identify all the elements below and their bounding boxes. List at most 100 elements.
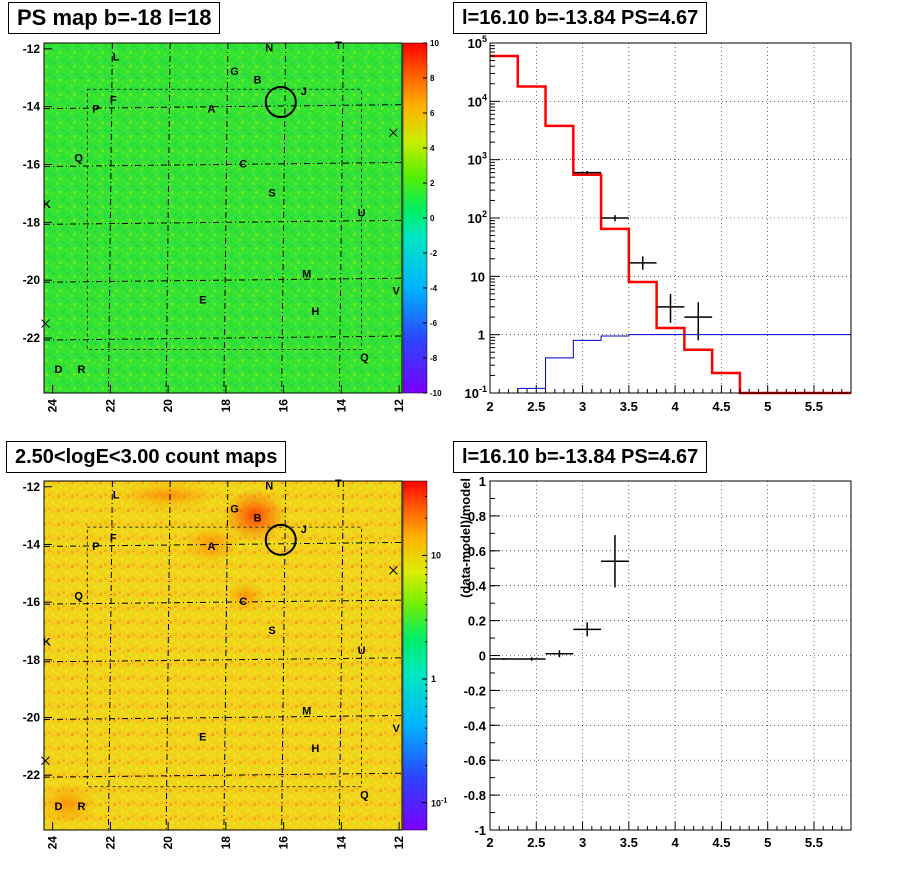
x-tick-label: 22 [103,399,117,413]
source-label: H [311,743,319,755]
map-background [44,43,402,393]
x-tick-label: 5 [764,835,771,850]
map-grid-meridian [281,480,287,831]
x-tick-label: 2 [486,835,493,850]
y-tick-label: -0.4 [464,718,487,733]
y-tick-label: -16 [23,595,41,609]
count-map-title: 2.50<logE<3.00 count maps [6,441,287,473]
source-label: S [268,625,275,637]
source-label: A [207,541,215,553]
count-map-panel: N T L G B J FP A Q C S U K M V E H Q D R -12 -14 -16 -18 -20 -22 2… [23,478,448,850]
y-tick-label: -1 [474,823,486,838]
source-label: Q [74,153,83,165]
y-tick-label: -0.8 [464,788,486,803]
colorbar-tick-label: -4 [430,284,438,293]
x-tick-label: 5.5 [805,835,823,850]
model-step-line [490,54,851,395]
y-tick-label: -14 [23,100,41,114]
y-tick-label: 0 [479,649,486,664]
map-grid-meridian [107,480,113,831]
spectrum-title: l=16.10 b=-13.84 PS=4.67 [453,2,708,34]
y-tick-label: 102 [468,209,487,226]
source-label: R [78,801,86,813]
source-label: D [54,364,62,376]
source-label: U [358,208,366,220]
source-label: J [301,524,307,536]
source-label: T [335,478,342,490]
y-tick-label: 103 [468,151,487,168]
colorbar-tick-label: 10-1 [431,798,447,809]
y-tick-label: -16 [23,157,41,171]
source-label: L [113,489,120,501]
source-label: N [265,43,273,55]
x-tick-label: 18 [219,399,233,413]
source-label: G [230,66,239,78]
x-marker [41,756,50,766]
source-label: Q [74,590,83,602]
map-grid-meridian [165,480,171,831]
source-label: J [301,86,307,98]
x-tick-label: 22 [103,836,117,850]
map-frame [43,480,403,831]
source-label: M [302,268,311,280]
map-grid-meridian [165,42,171,394]
roi-box [86,526,362,788]
source-label: B [254,74,262,86]
y-tick-label: 104 [468,92,487,109]
source-label: L [113,51,120,63]
colorbar-tick-label: 4 [430,144,435,153]
x-tick-label: 3 [579,835,586,850]
colorbar-tick-label: -2 [430,249,438,258]
y-tick-label: -22 [23,768,41,782]
roi-box [86,88,362,351]
y-tick-label: -12 [23,42,41,56]
source-label: T [335,40,342,52]
x-tick-label: 16 [277,836,291,850]
source-label: E [199,732,206,744]
y-tick-label: -14 [23,537,41,551]
source-label: P [92,103,99,115]
y-tick-label: 10 [471,269,485,284]
colorbar-tick-label: 10 [430,39,439,48]
x-tick-label: 4.5 [712,399,730,414]
x-tick-label: 4 [672,399,680,414]
y-tick-label: 0.4 [468,579,487,594]
source-label: V [393,286,401,298]
hotspot-top [118,481,219,510]
residual-title: l=16.10 b=-13.84 PS=4.67 [453,441,708,473]
map-grid-meridian [338,42,344,394]
source-label: B [254,512,262,524]
source-label: A [207,103,215,115]
x-tick-label: 3.5 [620,399,638,414]
x-tick-label: 14 [334,836,348,850]
colorbar-tick-label: -6 [430,319,438,328]
hotspot-c [226,580,267,613]
hotspot-a [183,524,240,565]
residual-panel: 2 2.5 3 3.5 4 4.5 5 5.5 1 0.8 0.6 0.4 0.2 0 -0.2 -0.4 -0… [458,474,852,850]
colorbar [402,480,428,831]
colorbar-tick-label: 8 [430,74,435,83]
x-tick-label: 24 [46,836,60,850]
source-label: C [239,596,247,608]
source-label: F [110,533,117,545]
x-tick-label: 14 [334,399,348,413]
source-circle-marker [264,86,297,119]
x-tick-label: 12 [392,836,406,850]
source-label: P [92,541,99,553]
x-tick-label: 5 [764,399,771,414]
spectrum-panel: 2 2.5 3 3.5 4 4.5 5 5.5 10-1 1 10 102 103 104 105 [465,34,852,414]
source-label: S [268,187,275,199]
y-tick-label: -22 [23,331,41,345]
x-tick-label: 18 [219,836,233,850]
colorbar-tick-label: -8 [430,354,438,363]
x-tick-label: 16 [277,399,291,413]
y-tick-label: -20 [23,273,41,287]
map-grid-meridian [223,42,229,394]
x-tick-label: 2.5 [527,399,545,414]
source-circle-marker [264,523,297,556]
x-marker [388,566,398,575]
y-tick-label: 10-1 [465,384,487,401]
y-tick-label: 105 [468,34,487,51]
colorbar-tick-label: -10 [430,389,442,398]
